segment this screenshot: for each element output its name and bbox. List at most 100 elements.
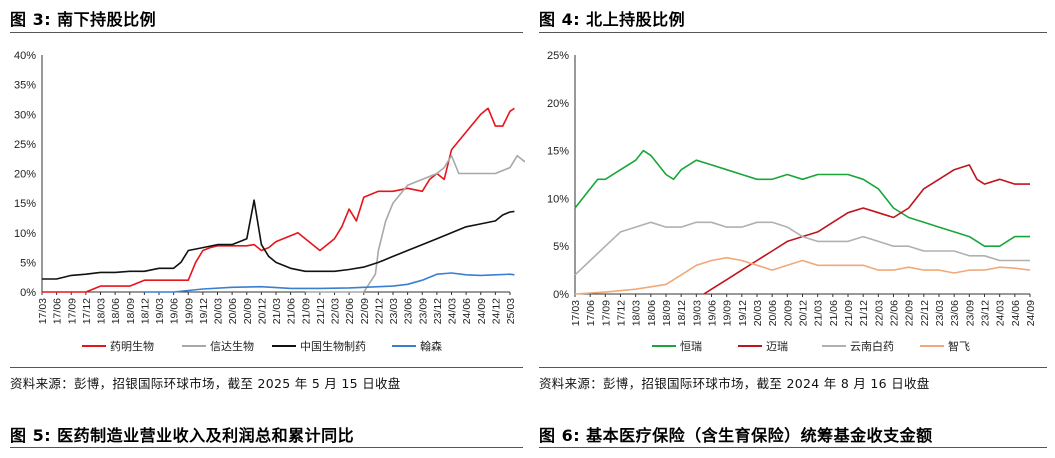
- y-tick-label: 35%: [14, 80, 36, 92]
- x-tick-label: 25/03: [505, 298, 517, 324]
- x-tick-label: 18/03: [96, 298, 108, 324]
- x-tick-label: 23/06: [403, 298, 415, 324]
- y-tick-label: 25%: [14, 139, 36, 151]
- x-tick-label: 22/09: [359, 298, 371, 324]
- x-tick-label: 22/03: [873, 300, 885, 326]
- legend-label: 信达生物: [210, 339, 254, 353]
- x-tick-label: 17/12: [81, 298, 93, 324]
- x-tick-label: 23/03: [388, 298, 400, 324]
- x-tick-label: 20/09: [782, 300, 794, 326]
- figure-6-title: 图 6: 基本医疗保险（含生育保险）统筹基金收支金额: [539, 426, 933, 445]
- x-tick-label: 21/12: [315, 298, 327, 324]
- x-tick-label: 20/03: [213, 298, 225, 324]
- series-line-4: [574, 256, 1031, 295]
- x-tick-label: 24/03: [995, 300, 1007, 326]
- legend-label: 中国生物制药: [300, 339, 366, 353]
- x-tick-label: 21/06: [828, 300, 840, 326]
- series-line-3: [42, 199, 515, 280]
- x-tick-label: 23/03: [934, 300, 946, 326]
- x-tick-label: 17/03: [570, 300, 582, 326]
- x-tick-label: 20/12: [256, 298, 268, 324]
- series-line-1: [574, 149, 1030, 247]
- figure-3-source: 资料来源：彭博，招银国际环球市场，截至 2025 年 5 月 15 日收盘: [10, 376, 401, 391]
- x-tick-label: 17/12: [616, 300, 628, 326]
- x-tick-label: 23/12: [980, 300, 992, 326]
- figure-4-title: 图 4: 北上持股比例: [539, 10, 686, 29]
- y-tick-label: 5%: [20, 257, 36, 269]
- x-tick-label: 23/06: [949, 300, 961, 326]
- x-tick-label: 19/03: [691, 300, 703, 326]
- figure-4-source-rule: [539, 367, 1047, 368]
- legend-label: 智飞: [948, 339, 970, 353]
- chart-south-bound-holding: 0% 5% 10% 15% 20% 25% 30% 35% 40% 17/03 17/06 17/09…: [14, 50, 525, 353]
- x-tick-label: 17/09: [66, 298, 78, 324]
- series-line-3: [574, 221, 1030, 276]
- x-tick-label: 19/06: [707, 300, 719, 326]
- x-tick-label: 22/06: [889, 300, 901, 326]
- x-tick-label: 24/09: [476, 298, 488, 324]
- x-tick-label: 22/12: [919, 300, 931, 326]
- x-tick-label: 18/03: [631, 300, 643, 326]
- y-tick-label: 10%: [14, 228, 36, 240]
- figure-4-source: 资料来源：彭博，招银国际环球市场，截至 2024 年 8 月 16 日收盘: [539, 376, 930, 391]
- x-tick-label: 21/09: [300, 298, 312, 324]
- y-tick-label: 30%: [14, 109, 36, 121]
- y-tick-label: 10%: [547, 193, 569, 205]
- y-tick-label: 25%: [547, 50, 569, 62]
- x-tick-label: 23/09: [417, 298, 429, 324]
- x-tick-label: 20/06: [767, 300, 779, 326]
- x-tick-label: 19/09: [722, 300, 734, 326]
- x-tick-label: 18/12: [139, 298, 151, 324]
- x-tick-label: 24/12: [490, 298, 502, 324]
- figure-5-title-rule: [10, 447, 523, 448]
- x-tick-label: 17/06: [52, 298, 64, 324]
- x-tick-label: 24/03: [447, 298, 459, 324]
- x-tick-label: 18/12: [676, 300, 688, 326]
- x-tick-label: 19/09: [183, 298, 195, 324]
- x-tick-label: 22/09: [904, 300, 916, 326]
- x-tick-label: 17/03: [37, 298, 49, 324]
- x-tick-label: 20/03: [752, 300, 764, 326]
- x-tick-label: 23/09: [964, 300, 976, 326]
- x-tick-label: 20/12: [798, 300, 810, 326]
- legend-label: 迈瑞: [766, 339, 788, 353]
- y-tick-label: 0%: [20, 287, 36, 299]
- x-tick-label: 22/03: [330, 298, 342, 324]
- figure-4-title-rule: [539, 32, 1047, 33]
- x-tick-label: 21/09: [843, 300, 855, 326]
- y-tick-label: 20%: [14, 169, 36, 181]
- series-line-2: [703, 164, 1030, 295]
- x-tick-label: 24/09: [1025, 300, 1037, 326]
- x-tick-label: 20/09: [242, 298, 254, 324]
- x-tick-label: 21/03: [271, 298, 283, 324]
- figure-5-title: 图 5: 医药制造业营业收入及利润总和累计同比: [10, 426, 355, 445]
- x-tick-label: 21/12: [858, 300, 870, 326]
- y-tick-label: 15%: [547, 146, 569, 158]
- x-tick-label: 22/12: [373, 298, 385, 324]
- y-tick-label: 0%: [553, 289, 569, 301]
- y-tick-label: 15%: [14, 198, 36, 210]
- y-tick-label: 5%: [553, 241, 569, 253]
- series-line-1: [42, 107, 515, 293]
- legend-label: 恒瑞: [680, 339, 702, 353]
- x-tick-label: 20/06: [227, 298, 239, 324]
- x-tick-label: 19/12: [198, 298, 210, 324]
- x-tick-label: 19/12: [737, 300, 749, 326]
- x-tick-label: 17/06: [585, 300, 597, 326]
- chart-north-bound-holding: 0%5%10%15%20%25%17/03 17/06 17/09 17/12 18/0…: [547, 50, 1037, 353]
- x-tick-label: 18/06: [110, 298, 122, 324]
- y-tick-label: 40%: [14, 50, 36, 62]
- figure-3-title-rule: [10, 32, 523, 33]
- x-tick-label: 19/03: [154, 298, 166, 324]
- x-tick-label: 21/06: [286, 298, 298, 324]
- x-tick-label: 19/06: [169, 298, 181, 324]
- x-tick-label: 23/12: [432, 298, 444, 324]
- legend-label: 药明生物: [110, 339, 154, 353]
- figure-6-title-rule: [539, 447, 1047, 448]
- x-tick-label: 21/03: [813, 300, 825, 326]
- legend-label: 翰森: [420, 339, 442, 353]
- x-tick-label: 18/06: [646, 300, 658, 326]
- x-tick-label: 18/09: [125, 298, 137, 324]
- figure-3-source-rule: [10, 367, 523, 368]
- x-tick-label: 24/06: [1010, 300, 1022, 326]
